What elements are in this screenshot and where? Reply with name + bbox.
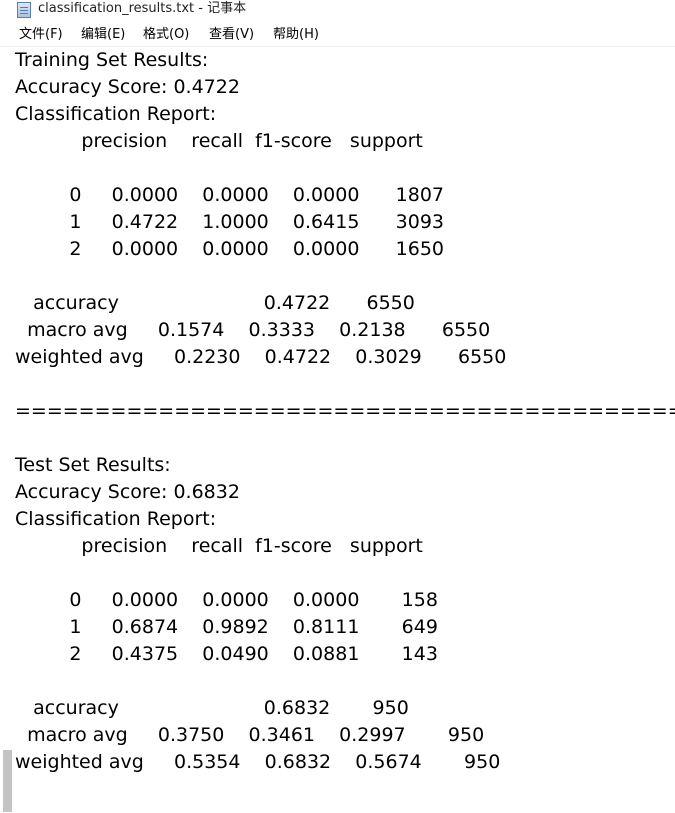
menu-bar: 文件(F) 编辑(E) 格式(O) 查看(V) 帮助(H) bbox=[0, 22, 675, 47]
text-line: 0 0.0000 0.0000 0.0000 1807 bbox=[15, 184, 444, 206]
menu-format[interactable]: 格式(O) bbox=[143, 27, 190, 42]
text-line: precision recall f1-score support bbox=[15, 130, 423, 152]
menu-help[interactable]: 帮助(H) bbox=[273, 27, 319, 42]
text-line: 2 0.0000 0.0000 0.0000 1650 bbox=[15, 238, 444, 260]
text-line: Classification Report: bbox=[15, 508, 217, 530]
menu-file[interactable]: 文件(F) bbox=[19, 27, 63, 42]
text-line: macro avg 0.1574 0.3333 0.2138 6550 bbox=[15, 319, 491, 341]
window-title: classification_results.txt - 记事本 bbox=[38, 1, 247, 16]
text-line: precision recall f1-score support bbox=[15, 535, 423, 557]
text-line: 1 0.4722 1.0000 0.6415 3093 bbox=[15, 211, 444, 233]
menu-view[interactable]: 查看(V) bbox=[209, 27, 255, 42]
text-line: Test Set Results: bbox=[15, 454, 171, 476]
text-line: 1 0.6874 0.9892 0.8111 649 bbox=[15, 616, 438, 638]
text-editor[interactable]: Training Set Results: Accuracy Score: 0.… bbox=[0, 47, 675, 813]
text-line: weighted avg 0.5354 0.6832 0.5674 950 bbox=[15, 751, 501, 773]
text-caret bbox=[3, 750, 12, 812]
title-bar[interactable]: classification_results.txt - 记事本 bbox=[0, 0, 675, 20]
text-line: Accuracy Score: 0.6832 bbox=[15, 481, 240, 503]
text-line: accuracy 0.6832 950 bbox=[15, 697, 409, 719]
text-line: macro avg 0.3750 0.3461 0.2997 950 bbox=[15, 724, 485, 746]
separator-line: ========================================… bbox=[15, 400, 675, 422]
text-line: weighted avg 0.2230 0.4722 0.3029 6550 bbox=[15, 346, 507, 368]
notepad-icon bbox=[17, 2, 31, 18]
text-line: accuracy 0.4722 6550 bbox=[15, 292, 415, 314]
menu-edit[interactable]: 编辑(E) bbox=[81, 27, 126, 42]
text-line: 0 0.0000 0.0000 0.0000 158 bbox=[15, 589, 438, 611]
text-line: 2 0.4375 0.0490 0.0881 143 bbox=[15, 643, 438, 665]
text-line: Training Set Results: bbox=[15, 49, 209, 71]
text-line: Classification Report: bbox=[15, 103, 217, 125]
text-line: Accuracy Score: 0.4722 bbox=[15, 76, 240, 98]
